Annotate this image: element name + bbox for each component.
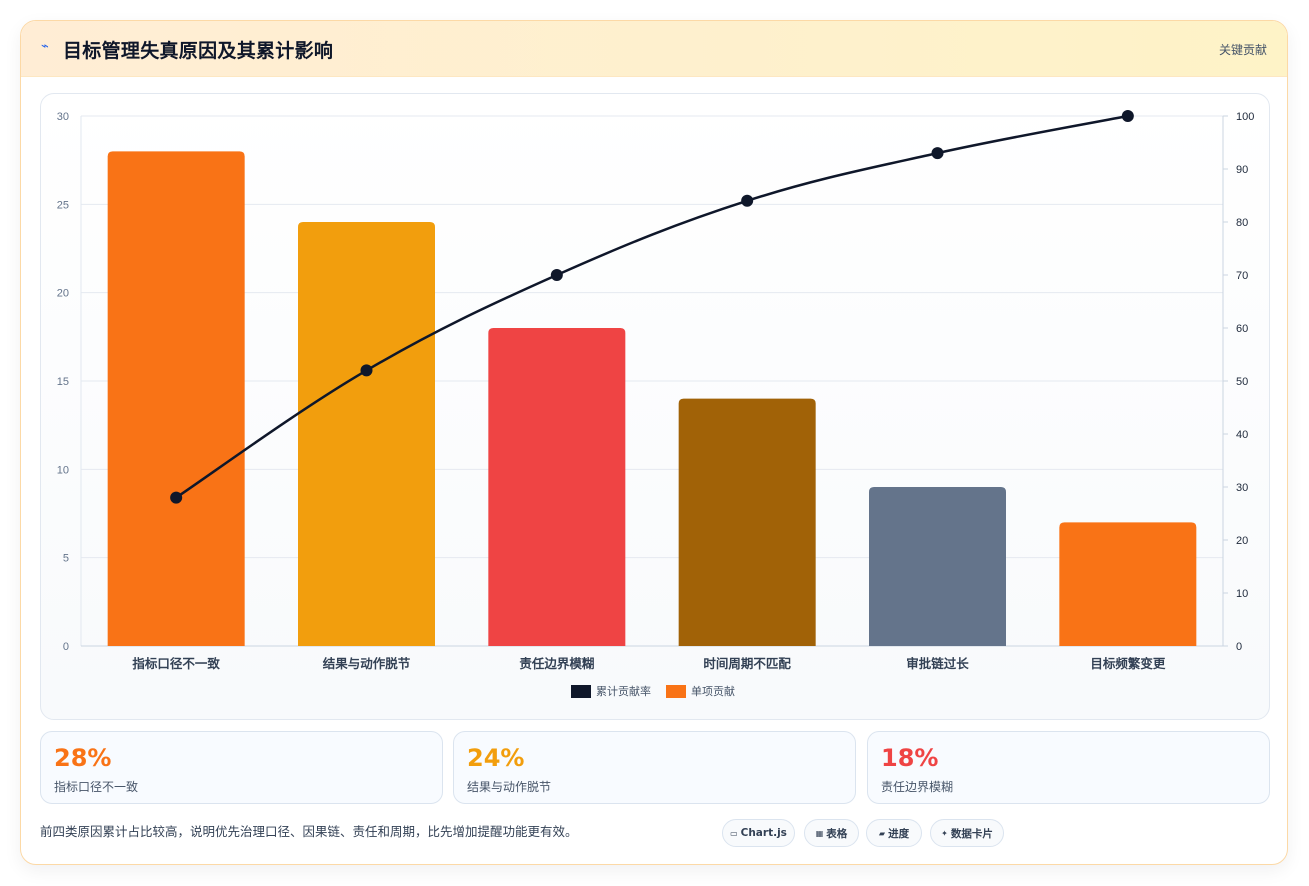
y2-tick-label: 100: [1236, 111, 1254, 123]
x-category-label: 结果与动作脱节: [323, 656, 411, 671]
chart-icon: ⌁: [41, 39, 49, 54]
progress-icon: ▰: [878, 828, 886, 838]
card-header: ⌁ 目标管理失真原因及其累计影响 关键贡献: [21, 21, 1287, 77]
chip-datacard[interactable]: ✦ 数据卡片: [930, 819, 1004, 847]
stat-label: 指标口径不一致: [54, 780, 139, 794]
x-category-label: 审批链过长: [906, 656, 969, 671]
cumulative-point-3: [550, 269, 563, 281]
y2-tick-label: 10: [1236, 588, 1248, 600]
pareto-chart: 0 5 10 15 20 25 30 0 10 20 30 40 50 60 70 80 90 100 指标口径不一…: [57, 110, 1254, 698]
stat-label: 责任边界模糊: [881, 780, 954, 794]
cumulative-point-4: [741, 194, 754, 207]
stat-value: 24%: [467, 744, 525, 772]
chip-label: 进度: [888, 827, 910, 840]
cumulative-point-5: [931, 147, 944, 160]
chart-panel: 0 5 10 15 20 25 30 0 10 20 30 40 50 60 70 80 90 100 指标口径不一…: [40, 93, 1270, 720]
chip-chartjs[interactable]: ▭ Chart.js: [722, 819, 795, 847]
legend-label: 单项贡献: [691, 684, 735, 698]
legend-swatch: [666, 685, 686, 698]
stat-label: 结果与动作脱节: [467, 780, 552, 794]
y2-tick-label: 70: [1236, 270, 1248, 282]
y-tick-label: 0: [63, 641, 69, 653]
page-title: 目标管理失真原因及其累计影响: [63, 40, 334, 62]
stat-value: 18%: [881, 744, 939, 772]
bar-3: [488, 328, 626, 646]
stat-card-2: 24% 结果与动作脱节: [453, 731, 856, 804]
monitor-icon: ▭: [730, 828, 738, 838]
x-category-label: 责任边界模糊: [519, 656, 594, 671]
y2-tick-label: 60: [1236, 323, 1248, 335]
y2-tick-label: 0: [1236, 641, 1242, 653]
chip-label: 表格: [826, 827, 848, 840]
bar-6: [1059, 522, 1197, 646]
y-tick-label: 25: [57, 199, 69, 211]
chip-label: Chart.js: [740, 827, 787, 839]
chip-table[interactable]: ▦ 表格: [804, 819, 859, 847]
bar-2: [298, 222, 435, 646]
y2-tick-label: 30: [1236, 482, 1248, 494]
table-icon: ▦: [815, 828, 824, 838]
cumulative-point-6: [1121, 110, 1134, 122]
chart-card: ⌁ 目标管理失真原因及其累计影响 关键贡献 0 5 10 15 20 25 30 0 10 20 3…: [20, 20, 1288, 865]
y-tick-label: 10: [57, 464, 69, 476]
chip-label: 数据卡片: [950, 827, 993, 840]
y-tick-label: 15: [57, 376, 69, 388]
y2-tick-label: 90: [1236, 164, 1248, 176]
footer-note: 前四类原因累计占比较高，说明优先治理口径、因果链、责任和周期，比先增加提醒功能更…: [40, 824, 578, 839]
chip-progress[interactable]: ▰ 进度: [866, 819, 922, 847]
bar-4: [678, 398, 816, 646]
cumulative-point-1: [170, 491, 183, 504]
legend-swatch: [571, 685, 591, 698]
stat-card-1: 28% 指标口径不一致: [40, 731, 443, 804]
y-tick-label: 20: [57, 288, 69, 300]
bar-5: [869, 487, 1006, 646]
y2-tick-label: 20: [1236, 535, 1248, 547]
y2-tick-label: 40: [1236, 429, 1248, 441]
sparkle-icon: ✦: [941, 828, 948, 838]
y2-tick-label: 50: [1236, 376, 1248, 388]
header-tag: 关键贡献: [1218, 43, 1267, 57]
y-tick-label: 30: [57, 111, 69, 123]
bar-1: [107, 151, 245, 647]
stat-value: 28%: [54, 744, 112, 772]
x-category-label: 指标口径不一致: [132, 656, 220, 671]
cumulative-point-2: [360, 364, 373, 377]
stat-card-3: 18% 责任边界模糊: [867, 731, 1270, 804]
x-category-label: 目标频繁变更: [1090, 656, 1166, 671]
y2-tick-label: 80: [1236, 217, 1248, 229]
x-category-label: 时间周期不匹配: [703, 656, 791, 671]
legend-label: 累计贡献率: [596, 684, 651, 698]
y-tick-label: 5: [63, 553, 69, 565]
cumulative-line: [175, 114, 1129, 499]
